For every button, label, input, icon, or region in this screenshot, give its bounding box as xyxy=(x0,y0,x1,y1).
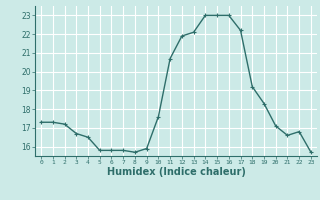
X-axis label: Humidex (Indice chaleur): Humidex (Indice chaleur) xyxy=(107,167,245,177)
